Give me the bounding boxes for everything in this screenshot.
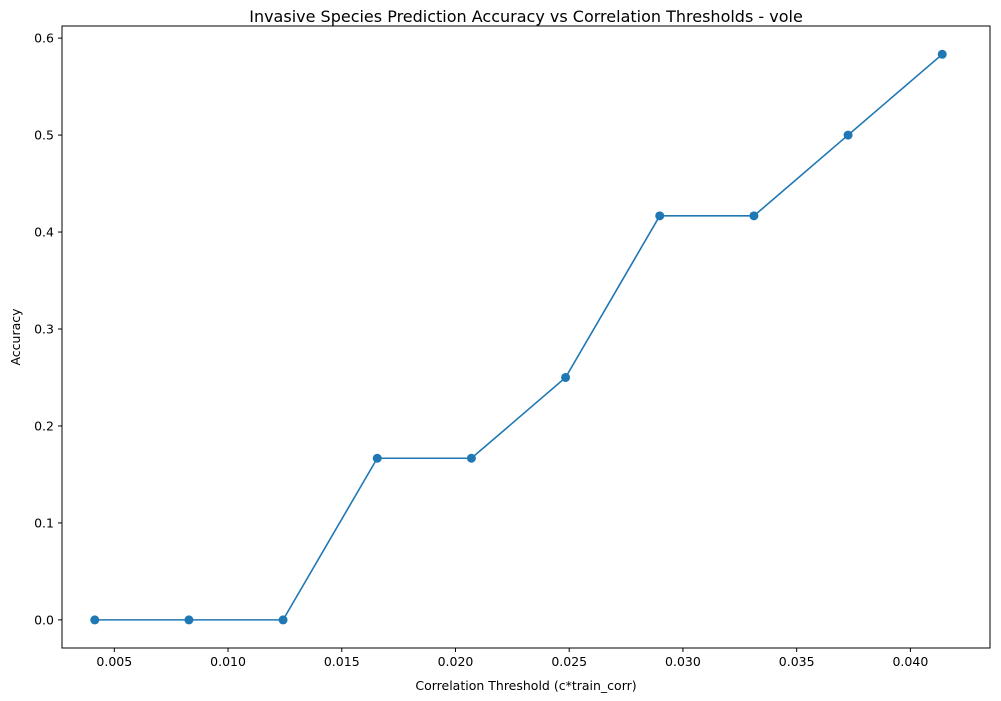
x-axis-ticks: 0.005 0.010 0.015 0.020 0.025 0.030 0.035 0.040 bbox=[96, 648, 928, 669]
series-layer bbox=[90, 49, 947, 625]
x-tick-label: 0.030 bbox=[665, 654, 701, 669]
x-axis-label: Correlation Threshold (c*train_corr) bbox=[415, 678, 636, 693]
y-tick-label: 0.6 bbox=[34, 31, 54, 46]
x-tick-label: 0.010 bbox=[210, 654, 246, 669]
data-point bbox=[278, 615, 288, 625]
y-axis-label: Accuracy bbox=[8, 308, 23, 366]
x-tick-label: 0.020 bbox=[438, 654, 474, 669]
x-tick-label: 0.040 bbox=[892, 654, 928, 669]
x-tick-label: 0.015 bbox=[324, 654, 360, 669]
plot-area bbox=[61, 25, 991, 649]
y-tick-label: 0.4 bbox=[34, 225, 54, 240]
data-point bbox=[655, 211, 665, 221]
y-tick-label: 0.5 bbox=[34, 128, 54, 143]
x-tick-label: 0.035 bbox=[779, 654, 815, 669]
y-axis-ticks: 0.0 0.1 0.2 0.3 0.4 0.5 0.6 bbox=[34, 31, 62, 627]
data-point bbox=[843, 130, 853, 140]
y-tick-label: 0.3 bbox=[34, 322, 54, 337]
data-point bbox=[184, 615, 194, 625]
x-tick-label: 0.005 bbox=[96, 654, 132, 669]
y-tick-label: 0.2 bbox=[34, 418, 54, 433]
y-tick-label: 0.1 bbox=[34, 515, 54, 530]
series-line bbox=[94, 53, 943, 621]
y-tick-label: 0.0 bbox=[34, 612, 54, 627]
data-point bbox=[466, 453, 476, 463]
data-point bbox=[749, 211, 759, 221]
data-point bbox=[90, 615, 100, 625]
data-point bbox=[372, 453, 382, 463]
data-point bbox=[561, 372, 571, 382]
x-tick-label: 0.025 bbox=[551, 654, 587, 669]
data-point bbox=[937, 49, 947, 59]
chart-title: Invasive Species Prediction Accuracy vs … bbox=[249, 7, 803, 26]
